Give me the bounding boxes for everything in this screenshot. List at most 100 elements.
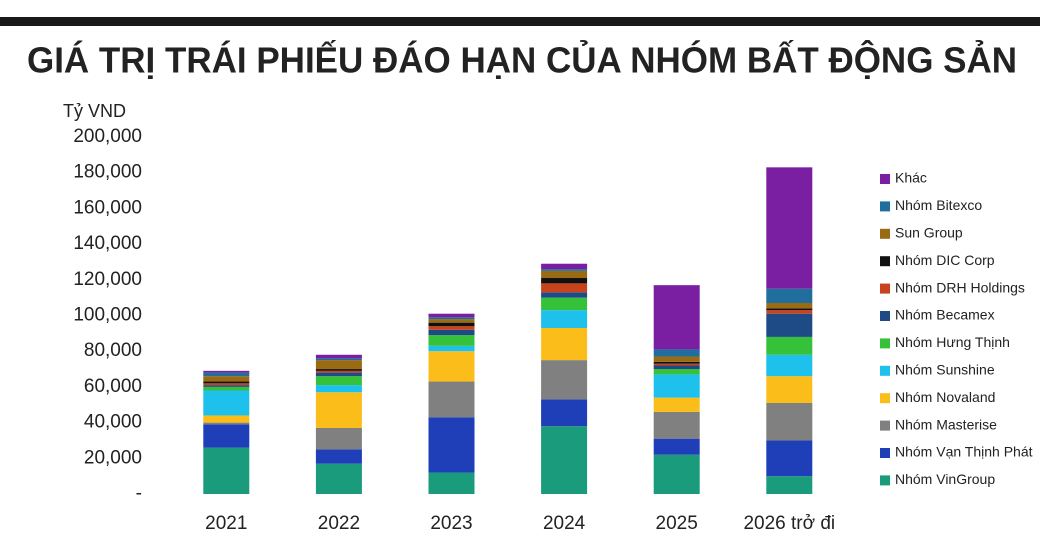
y-tick-label: 140,000 xyxy=(73,233,142,254)
legend-label: Nhóm Vạn Thịnh Phát xyxy=(895,444,1033,460)
bar-segment xyxy=(541,360,588,400)
bar-segment xyxy=(766,313,813,337)
bar-segment xyxy=(203,383,250,386)
x-tick-label: 2026 trở đi xyxy=(743,513,835,534)
bar-segment xyxy=(653,369,700,375)
legend-swatch xyxy=(880,448,890,458)
chart-title: GIÁ TRỊ TRÁI PHIẾU ĐÁO HẠN CỦA NHÓM BẤT … xyxy=(27,39,1017,81)
bar-segment xyxy=(428,472,475,494)
legend-swatch xyxy=(880,311,890,321)
bar-segment xyxy=(653,411,700,439)
bar-segment xyxy=(315,372,362,377)
bar-segment xyxy=(203,372,250,377)
bar-segment xyxy=(541,399,588,427)
bar-segment xyxy=(315,360,362,370)
bar-segment xyxy=(428,319,475,323)
bar-segment xyxy=(653,361,700,364)
legend-label: Nhóm DIC Corp xyxy=(895,252,995,268)
bar-segment xyxy=(541,310,588,328)
bar-segment xyxy=(315,449,362,464)
legend-label: Nhóm DRH Holdings xyxy=(895,279,1025,295)
y-tick-label: 80,000 xyxy=(84,340,142,361)
bar-segment xyxy=(653,365,700,370)
bar-segment xyxy=(653,356,700,362)
legend-swatch xyxy=(880,228,890,239)
y-tick-label: 200,000 xyxy=(73,126,142,147)
bar-segment xyxy=(428,329,475,336)
bar-segment xyxy=(315,392,362,428)
bar-segment xyxy=(315,358,362,361)
y-tick-label: 120,000 xyxy=(73,269,142,290)
bar-segment xyxy=(203,370,250,373)
bar-segment xyxy=(766,402,813,441)
bar-segment xyxy=(766,303,813,309)
legend-swatch xyxy=(880,283,890,294)
bar-segment xyxy=(203,376,250,382)
bar-segment xyxy=(428,335,475,346)
legend-label: Nhóm Masterise xyxy=(895,416,997,432)
legend-label: Nhóm Becamex xyxy=(895,307,995,323)
bar-segment xyxy=(541,263,588,270)
legend-label: Nhóm VinGroup xyxy=(895,471,995,487)
legend-swatch xyxy=(880,365,890,376)
legend-swatch xyxy=(880,174,890,184)
y-tick-label: 100,000 xyxy=(73,305,142,326)
legend-label: Sun Group xyxy=(895,225,963,241)
bar-segment xyxy=(541,297,588,311)
legend-label: Nhóm Novaland xyxy=(895,389,995,405)
legend-label: Nhóm Sunshine xyxy=(895,362,995,378)
bar-segment xyxy=(428,313,475,318)
bar-segment xyxy=(653,349,700,357)
x-tick-label: 2022 xyxy=(318,513,360,534)
bar-segment xyxy=(203,422,250,425)
y-axis-label: Tỷ VND xyxy=(63,101,126,121)
legend-swatch xyxy=(880,475,890,486)
bar-segment xyxy=(766,288,813,304)
bar-segment xyxy=(766,336,813,355)
bar-segment xyxy=(315,369,362,371)
legend-swatch xyxy=(880,201,890,212)
bar-segment xyxy=(766,310,813,314)
y-tick-label: 20,000 xyxy=(84,447,142,468)
top-rule xyxy=(0,17,1040,26)
bar-segment xyxy=(541,278,588,284)
bar-segment xyxy=(315,463,362,494)
legend-swatch xyxy=(880,393,890,404)
legend-swatch xyxy=(880,256,890,267)
bar-segment xyxy=(315,376,362,386)
bar-segment xyxy=(653,285,700,350)
bar-segment xyxy=(766,440,813,477)
bar-segment xyxy=(428,322,475,327)
legend-swatch xyxy=(880,338,890,349)
legend-label: Khác xyxy=(895,170,927,186)
bar-segment xyxy=(766,308,813,311)
bar-segment xyxy=(541,270,588,279)
bar-segment xyxy=(541,283,588,293)
bar-segment xyxy=(766,376,813,403)
bar-segment xyxy=(541,269,588,271)
bar-segment xyxy=(541,292,588,298)
bar-segment xyxy=(653,374,700,398)
y-tick-label: 180,000 xyxy=(73,162,142,183)
legend-swatch xyxy=(880,420,890,431)
y-tick-label: 40,000 xyxy=(84,412,142,433)
bar-segment xyxy=(203,390,250,416)
bar-segment xyxy=(653,454,700,494)
bar-segment xyxy=(653,363,700,366)
bar-segment xyxy=(315,385,362,393)
bar-segment xyxy=(428,326,475,330)
bar-segment xyxy=(766,476,813,494)
bar-segment xyxy=(428,317,475,320)
y-tick-label: 60,000 xyxy=(84,376,142,397)
bar-segment xyxy=(315,427,362,450)
x-tick-label: 2024 xyxy=(543,513,586,534)
bar-segment xyxy=(541,426,588,494)
bar-segment xyxy=(766,167,813,289)
bar-segment xyxy=(203,424,250,448)
bar-segment xyxy=(428,345,475,352)
bar-segment xyxy=(203,447,250,494)
y-tick-label: 160,000 xyxy=(73,197,142,218)
bar-segment xyxy=(653,397,700,412)
y-tick-label: - xyxy=(136,483,142,504)
